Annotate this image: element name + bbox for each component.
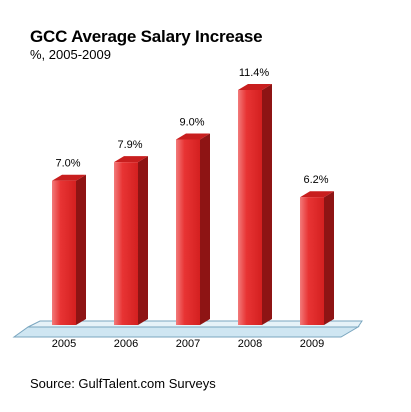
bar-top	[238, 84, 272, 90]
value-label: 6.2%	[303, 174, 328, 186]
bar-side	[138, 156, 148, 325]
chart-title: GCC Average Salary Increase	[30, 27, 263, 46]
category-label: 2007	[176, 338, 200, 350]
chart-subtitle: %, 2005-2009	[30, 47, 111, 62]
bar-top	[114, 156, 148, 163]
category-label: 2008	[238, 338, 262, 350]
bar-top	[52, 174, 86, 181]
category-label: 2006	[114, 338, 138, 350]
bar-front	[300, 197, 324, 325]
bar-top	[176, 133, 210, 140]
bar-front	[114, 162, 138, 325]
bar-front	[176, 139, 200, 325]
bar-2006	[114, 156, 148, 325]
bar-front	[238, 90, 262, 325]
bar-2009	[300, 191, 334, 325]
category-label: 2005	[52, 338, 76, 350]
value-label: 7.0%	[55, 158, 80, 170]
chart-floor	[12, 326, 360, 338]
bar-2007	[176, 133, 210, 325]
bar-top	[300, 191, 334, 198]
bar-2005	[52, 174, 86, 325]
bar-2008	[238, 84, 272, 325]
bar-side	[324, 191, 334, 325]
bar-side	[200, 133, 210, 325]
value-label: 11.4%	[239, 67, 270, 79]
bar-front	[52, 180, 76, 325]
bar-side	[262, 84, 272, 325]
bar-side	[76, 174, 86, 325]
value-label: 7.9%	[117, 139, 142, 151]
value-label: 9.0%	[179, 116, 204, 128]
category-label: 2009	[300, 338, 324, 350]
source-note: Source: GulfTalent.com Surveys	[30, 376, 216, 391]
